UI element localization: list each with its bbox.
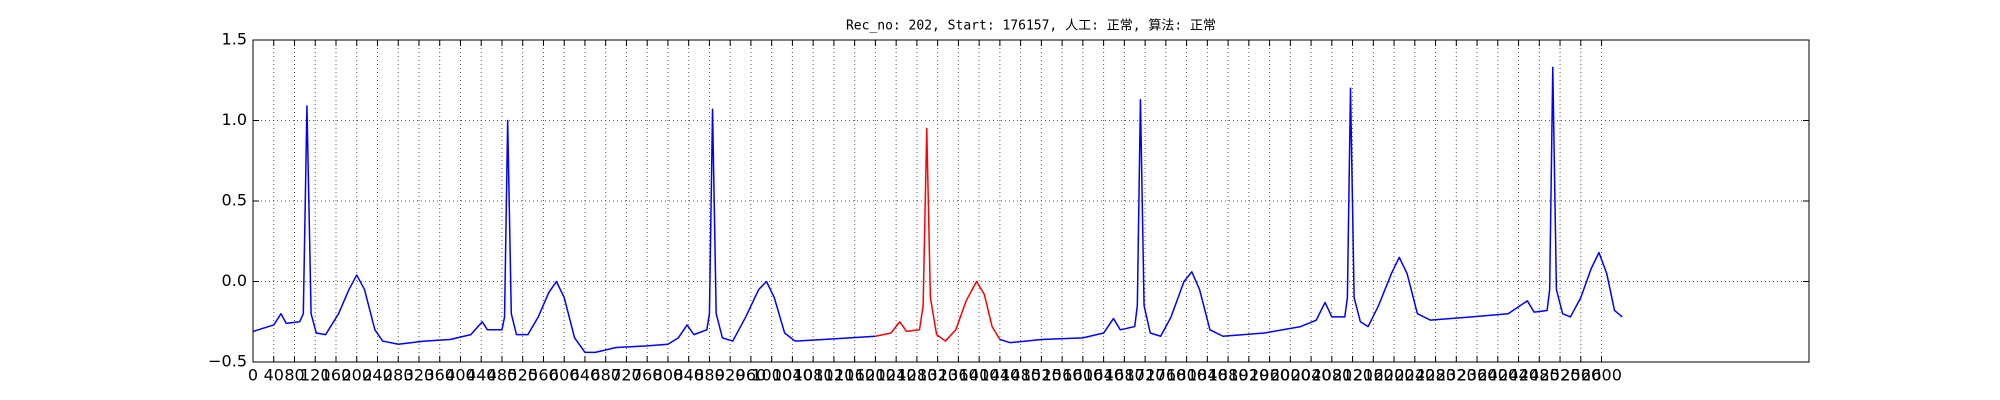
y-tick-label: −0.5 (208, 352, 247, 371)
x-tick-label: 200 (341, 366, 372, 385)
x-tick-label: 2520 (1540, 366, 1581, 385)
x-tick-label: 1200 (855, 366, 896, 385)
x-tick-label: 2360 (1457, 366, 1498, 385)
ecg-line (999, 66, 1623, 344)
x-tick-label: 1840 (1187, 366, 1228, 385)
y-tick-label: 0.5 (222, 191, 247, 210)
x-tick-label: 0 (248, 366, 258, 385)
x-tick-label: 80 (284, 366, 304, 385)
x-tick-label: 720 (611, 366, 642, 385)
x-tick-label: 600 (549, 366, 580, 385)
x-tick-label: 320 (404, 366, 435, 385)
x-tick-label: 120 (300, 366, 331, 385)
x-tick-label: 1520 (1021, 366, 1062, 385)
y-tick-label: 1.5 (222, 30, 247, 49)
x-tick-label: 1040 (772, 366, 813, 385)
x-tick-label: 1560 (1042, 366, 1083, 385)
x-tick-label: 2000 (1270, 366, 1311, 385)
x-tick-label: 920 (715, 366, 746, 385)
x-tick-label: 2440 (1498, 366, 1539, 385)
x-tick-label: 880 (694, 366, 725, 385)
x-tick-label: 2560 (1560, 366, 1601, 385)
x-tick-label: 760 (632, 366, 663, 385)
x-tick-label: 480 (487, 366, 518, 385)
x-tick-label: 2280 (1415, 366, 1456, 385)
x-tick-label: 1920 (1228, 366, 1269, 385)
x-tick-label: 1000 (751, 366, 792, 385)
x-tick-label: 680 (590, 366, 621, 385)
x-tick-label: 1160 (834, 366, 875, 385)
x-tick-label: 2320 (1436, 366, 1477, 385)
x-tick-label: 2480 (1519, 366, 1560, 385)
x-tick-label: 1720 (1125, 366, 1166, 385)
x-tick-label: 400 (445, 366, 476, 385)
x-tick-label: 440 (466, 366, 497, 385)
x-tick-label: 1400 (959, 366, 1000, 385)
x-tick-label: 40 (264, 366, 284, 385)
x-tick-label: 1280 (897, 366, 938, 385)
x-tick-label: 2400 (1477, 366, 1518, 385)
x-tick-label: 1680 (1104, 366, 1145, 385)
y-tick-label: 0.0 (222, 271, 247, 290)
x-tick-label: 1800 (1166, 366, 1207, 385)
x-tick-label: 2240 (1394, 366, 1435, 385)
x-tick-label: 1440 (980, 366, 1021, 385)
x-tick-label: 1320 (917, 366, 958, 385)
plot-frame (252, 39, 1810, 363)
x-tick-label: 2600 (1581, 366, 1622, 385)
x-tick-label: 1480 (1000, 366, 1041, 385)
x-tick-label: 2160 (1353, 366, 1394, 385)
x-tick-label: 360 (424, 366, 455, 385)
x-tick-label: 1600 (1063, 366, 1104, 385)
y-tick-label: 1.0 (222, 110, 247, 129)
x-tick-label: 1640 (1083, 366, 1124, 385)
x-tick-label: 800 (653, 366, 684, 385)
x-tick-label: 1360 (938, 366, 979, 385)
x-tick-label: 1760 (1145, 366, 1186, 385)
x-tick-label: 1880 (1208, 366, 1249, 385)
x-tick-label: 1080 (793, 366, 834, 385)
x-tick-label: 2200 (1374, 366, 1415, 385)
x-tick-label: 520 (507, 366, 538, 385)
x-tick-label: 1240 (876, 366, 917, 385)
x-tick-label: 2040 (1291, 366, 1332, 385)
x-tick-label: 640 (570, 366, 601, 385)
x-tick-label: 240 (362, 366, 393, 385)
x-tick-label: 560 (528, 366, 559, 385)
x-tick-label: 840 (673, 366, 704, 385)
x-tick-label: 160 (321, 366, 352, 385)
x-tick-label: 1960 (1249, 366, 1290, 385)
chart-title: Rec_no: 202, Start: 176157, 人工: 正常, 算法: … (846, 19, 1216, 34)
x-tick-label: 280 (383, 366, 414, 385)
x-tick-label: 960 (736, 366, 767, 385)
x-tick-label: 2080 (1311, 366, 1352, 385)
x-tick-label: 2120 (1332, 366, 1373, 385)
ecg-line (875, 127, 1001, 342)
ecg-line (252, 105, 876, 354)
x-tick-label: 1120 (814, 366, 855, 385)
